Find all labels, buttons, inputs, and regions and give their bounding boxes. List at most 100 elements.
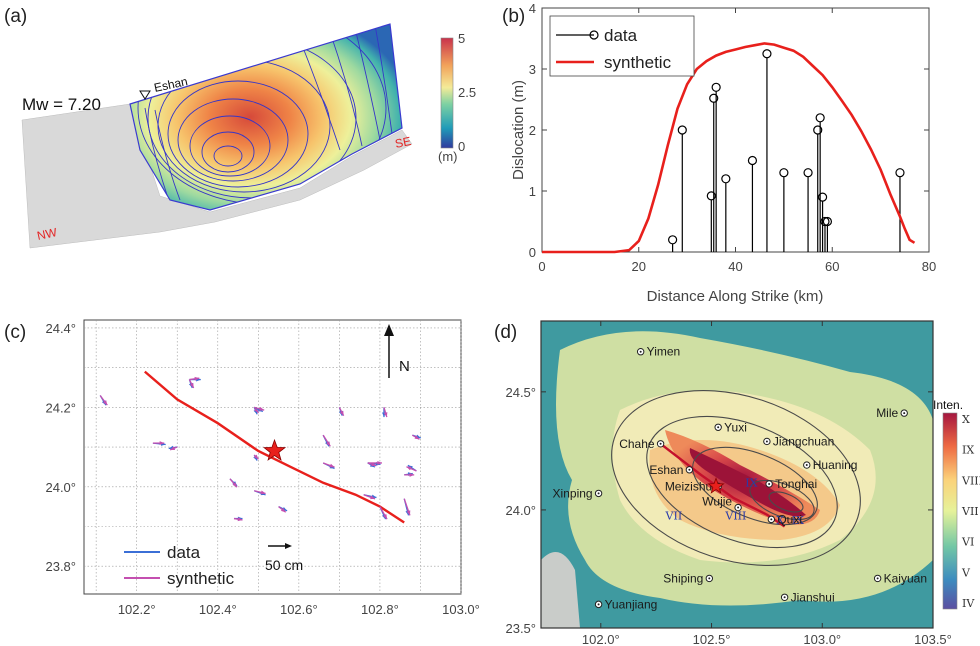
vector-head-syn-7 [253, 454, 259, 460]
data-point-2 [706, 191, 716, 201]
legend-c-data-label: data [167, 543, 201, 562]
d-xtick-label-2: 103.0° [803, 632, 841, 646]
city-label-tonghai: Tonghai [775, 477, 817, 491]
city-label-mile: Mile [876, 406, 898, 420]
panel-d-intensity-map: (d) 102.0° 102.5° 103.0° 103.5° 23.5° 24.0° 24… [494, 320, 980, 646]
eshan-station-marker [139, 90, 151, 100]
vector-head-syn-11 [280, 507, 286, 513]
data-point-3 [709, 93, 719, 103]
se-end-label: SE [394, 134, 413, 151]
b-ytick-label-2: 2 [529, 123, 536, 138]
isoseismal-contours [611, 390, 861, 566]
city-label-jianshui: Jianshui [791, 590, 835, 604]
city-label-huaning: Huaning [813, 458, 858, 472]
vector-head-syn-20 [414, 435, 420, 440]
fault-trace [144, 370, 405, 524]
panel-b-dislocation-chart: (b) 0 20 40 60 80 0 1 2 3 4 Distance Along Strike… [502, 1, 936, 305]
c-xtick-label-0: 102.2° [118, 602, 156, 617]
city-dot-kaiyuan [876, 577, 879, 580]
legend-data-label: data [604, 26, 638, 45]
vector-head-syn-16 [371, 462, 377, 467]
city-label-eshan: Eshan [649, 463, 683, 477]
city-dot-chahe [659, 442, 662, 445]
legend-synthetic-label: synthetic [604, 53, 672, 72]
eshan-station-label: Eshan [153, 74, 189, 95]
data-point-6 [747, 155, 758, 166]
b-xtick-label-0: 0 [538, 259, 545, 274]
data-point-14 [822, 216, 833, 227]
vector-head-syn-15 [377, 461, 382, 465]
legend-data-marker [589, 30, 599, 40]
synthetic-line [542, 42, 916, 254]
city-dot-shiping [708, 577, 711, 580]
data-point-15 [895, 168, 905, 178]
d-xtick-label-1: 102.5° [693, 632, 731, 646]
data-point-13 [820, 216, 830, 227]
magnitude-label: Mw = 7.20 [22, 95, 101, 114]
vector-head-syn-13 [329, 463, 335, 468]
panel-a-slip-model: (a) Eshan Mw = 7.20 NW SE 5 2.5 [4, 6, 476, 249]
intensity-colorbar-tick-1: IX [962, 444, 974, 457]
c-ytick-label-0: 23.8° [45, 559, 76, 574]
vector-head-syn-8 [232, 482, 238, 488]
vector-head-syn-23 [406, 466, 412, 471]
panel-b-legend: data synthetic [549, 15, 695, 77]
b-ytick-label-0: 0 [529, 245, 536, 260]
b-ytick-label-3: 3 [529, 62, 536, 77]
data-point-9 [803, 168, 813, 178]
city-label-wujie: Wujie [702, 495, 732, 509]
intensity-colorbar-tick-3: VII [961, 505, 979, 518]
intensity-epicenter-star [707, 477, 725, 494]
vector-head-syn-22 [406, 510, 411, 516]
slip-patch [129, 23, 403, 211]
b-ytick-label-1: 1 [529, 184, 536, 199]
slip-colorbar-tick-mid: 2.5 [458, 85, 476, 100]
city-dot-wujie [737, 506, 740, 509]
city-label-meizishu: Meizishu [665, 479, 712, 493]
slip-colorbar-unit: (m) [438, 149, 458, 164]
c-xtick-label-4: 103.0° [442, 602, 480, 617]
d-ytick-label-0: 23.5° [505, 621, 536, 636]
b-xtick-label-4: 80 [922, 259, 936, 274]
vector-head-syn-10 [237, 517, 243, 522]
slip-colorbar-tick-min: 0 [458, 139, 465, 154]
zone-label-4: IX [792, 514, 804, 527]
slip-colorbar [440, 37, 454, 149]
vector-head-syn-3 [159, 441, 165, 446]
intensity-zone-x [689, 448, 806, 517]
city-label-shiping: Shiping [663, 571, 703, 585]
zone-label-3: X [776, 514, 784, 527]
legend-c-synthetic-label: synthetic [167, 569, 235, 588]
intensity-map-layers [541, 321, 933, 628]
c-ytick-label-2: 24.2° [45, 400, 76, 415]
vector-head-syn-18 [383, 514, 388, 520]
city-dot-jianshui [783, 596, 786, 599]
data-point-5 [721, 174, 731, 184]
vector-head-syn-0 [103, 400, 108, 406]
intensity-zone-labels: IX VII VIII X IX [665, 476, 805, 527]
vector-head-syn-17 [370, 495, 376, 500]
city-dot-yimen [639, 350, 642, 353]
city-label-kaiyuan: Kaiyuan [884, 571, 927, 585]
map-grey-region [541, 552, 580, 628]
vector-head-syn-21 [409, 472, 415, 477]
d-xtick-label-3: 103.5° [914, 632, 952, 646]
b-ytick-label-4: 4 [529, 1, 536, 16]
intensity-colorbar-tick-2: VIII [961, 474, 980, 487]
intensity-colorbar [942, 412, 958, 610]
c-ytick-label-3: 24.4° [45, 321, 76, 336]
zone-label-2: VIII [724, 509, 746, 522]
data-point-4 [711, 82, 721, 92]
panel-c-legend: data synthetic 50 cm [124, 543, 303, 588]
city-label-quxi: Quxi [777, 512, 802, 526]
panel-c-displacement-map: (c) 102.2° 102.4° 102.6° 102.8° 103.0° 23.8° 2… [4, 319, 480, 617]
vector-head-syn-4 [170, 446, 176, 450]
intensity-colorbar-tick-4: VI [961, 536, 974, 549]
city-dot-huaning [805, 464, 808, 467]
data-point-7 [762, 49, 772, 59]
city-dot-yuxi [717, 426, 720, 429]
city-dot-tonghai [768, 482, 771, 485]
scale-label: 50 cm [265, 557, 303, 573]
vector-head-syn-2 [189, 382, 194, 388]
